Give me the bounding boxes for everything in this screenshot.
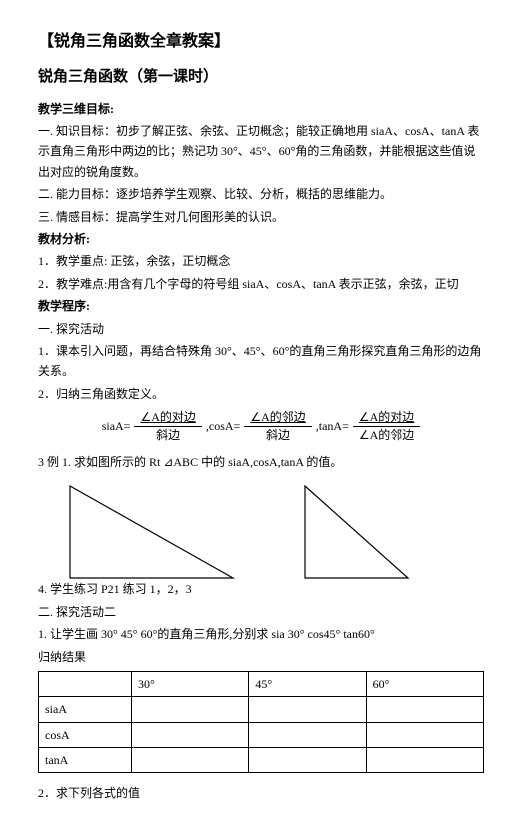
table-cell — [366, 748, 483, 773]
cos-fraction: ∠A的邻边 斜边 — [244, 410, 311, 442]
activity2-line: 1. 让学生画 30° 45° 60°的直角三角形,分别求 sia 30° co… — [38, 624, 484, 644]
tan-numerator: ∠A的对边 — [353, 410, 420, 426]
goals-head: 教学三维目标: — [38, 99, 484, 119]
cos-denominator: 斜边 — [260, 427, 296, 442]
example-1: 3 例 1. 求如图所示的 Rt ⊿ABC 中的 siaA,cosA,tanA … — [38, 452, 484, 472]
title-sub: 锐角三角函数（第一课时） — [38, 65, 484, 91]
table-cell — [132, 748, 249, 773]
cos-numerator: ∠A的邻边 — [244, 410, 311, 426]
table-row: siaA — [39, 697, 484, 722]
results-table: 30° 45° 60° siaA cosA tanA — [38, 671, 484, 774]
tan-fraction: ∠A的对边 ∠A的邻边 — [353, 410, 420, 442]
table-row: tanA — [39, 748, 484, 773]
formula-definitions: siaA= ∠A的对边 斜边 ,cosA= ∠A的邻边 斜边 ,tanA= ∠A… — [38, 410, 484, 442]
table-cell-blank — [39, 671, 132, 696]
goal-knowledge: 一. 知识目标：初步了解正弦、余弦、正切概念；能较正确地用 siaA、cosA、… — [38, 121, 484, 182]
table-cell — [366, 697, 483, 722]
table-row: cosA — [39, 722, 484, 747]
table-cell — [249, 722, 366, 747]
title-main: 【锐角三角函数全章教案】 — [38, 28, 484, 55]
proc-summary: 2．归纳三角函数定义。 — [38, 384, 484, 404]
table-row-sia: siaA — [39, 697, 132, 722]
analysis-head: 教材分析: — [38, 229, 484, 249]
cos-label: ,cosA= — [206, 416, 240, 436]
table-header-30: 30° — [132, 671, 249, 696]
goal-emotion: 三. 情感目标：提高学生对几何图形美的认识。 — [38, 207, 484, 227]
sia-numerator: ∠A的对边 — [134, 410, 201, 426]
tan-label: ,tanA= — [316, 416, 349, 436]
analysis-keypoint: 1．教学重点: 正弦，余弦，正切概念 — [38, 251, 484, 271]
activity2-head: 二. 探究活动二 — [38, 602, 484, 622]
exercise-line: 4. 学生练习 P21 练习 1，2，3 — [38, 579, 484, 599]
sia-label: siaA= — [102, 416, 131, 436]
exercise-2: 2．求下列各式的值 — [38, 783, 484, 803]
table-cell — [132, 722, 249, 747]
table-cell — [366, 722, 483, 747]
table-row: 30° 45° 60° — [39, 671, 484, 696]
table-cell — [249, 748, 366, 773]
proc-intro: 1．课本引入问题，再结合特殊角 30°、45°、60°的直角三角形探究直角三角形… — [38, 341, 484, 382]
activity2-summary: 归纳结果 — [38, 647, 484, 667]
proc-activity1: 一. 探究活动 — [38, 319, 484, 339]
table-header-60: 60° — [366, 671, 483, 696]
table-cell — [132, 697, 249, 722]
tan-denominator: ∠A的邻边 — [353, 427, 420, 442]
sia-fraction: ∠A的对边 斜边 — [134, 410, 201, 442]
procedure-head: 教学程序: — [38, 296, 484, 316]
table-cell — [249, 697, 366, 722]
sia-denominator: 斜边 — [150, 427, 186, 442]
triangle-left-icon — [58, 478, 238, 588]
analysis-difficulty: 2．教学难点:用含有几个字母的符号组 siaA、cosA、tanA 表示正弦，余… — [38, 274, 484, 294]
triangle-right-icon — [293, 478, 413, 588]
table-row-tan: tanA — [39, 748, 132, 773]
goal-ability: 二. 能力目标：逐步培养学生观察、比较、分析，概括的思维能力。 — [38, 184, 484, 204]
table-header-45: 45° — [249, 671, 366, 696]
table-row-cos: cosA — [39, 722, 132, 747]
